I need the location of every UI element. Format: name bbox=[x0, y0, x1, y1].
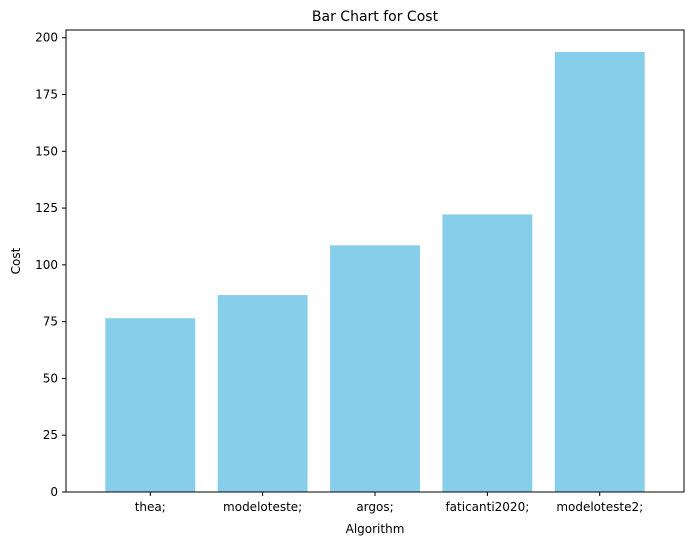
y-tick-label: 50 bbox=[43, 371, 58, 385]
y-tick-label: 150 bbox=[35, 144, 58, 158]
plot-frame bbox=[65, 29, 685, 493]
x-axis: thea; modeloteste; argos; faticanti2020; mod… bbox=[135, 492, 643, 514]
y-tick-label: 75 bbox=[43, 315, 58, 329]
bar-0 bbox=[105, 318, 196, 492]
y-tick-label: 100 bbox=[35, 258, 58, 272]
bar-3 bbox=[442, 214, 533, 492]
x-tick-label: faticanti2020; bbox=[445, 500, 529, 514]
bar-4 bbox=[554, 52, 645, 493]
chart-title: Bar Chart for Cost bbox=[312, 9, 439, 25]
y-axis-title: Cost bbox=[9, 247, 23, 274]
x-tick-label: thea; bbox=[135, 500, 166, 514]
x-axis-title: Algorithm bbox=[346, 522, 405, 536]
bar-1 bbox=[217, 295, 308, 492]
bars-group bbox=[105, 52, 645, 493]
y-tick-label: 25 bbox=[43, 428, 58, 442]
x-tick-label: argos; bbox=[356, 500, 393, 514]
x-tick-label: modeloteste2; bbox=[556, 500, 643, 514]
y-axis: 0 25 50 75 100 125 150 175 200 bbox=[35, 31, 66, 499]
y-tick-label: 175 bbox=[35, 88, 58, 102]
bar-2 bbox=[330, 245, 420, 492]
x-tick-label: modeloteste; bbox=[223, 500, 302, 514]
y-tick-label: 200 bbox=[35, 31, 58, 45]
y-tick-label: 0 bbox=[50, 485, 58, 499]
y-tick-label: 125 bbox=[35, 201, 58, 215]
